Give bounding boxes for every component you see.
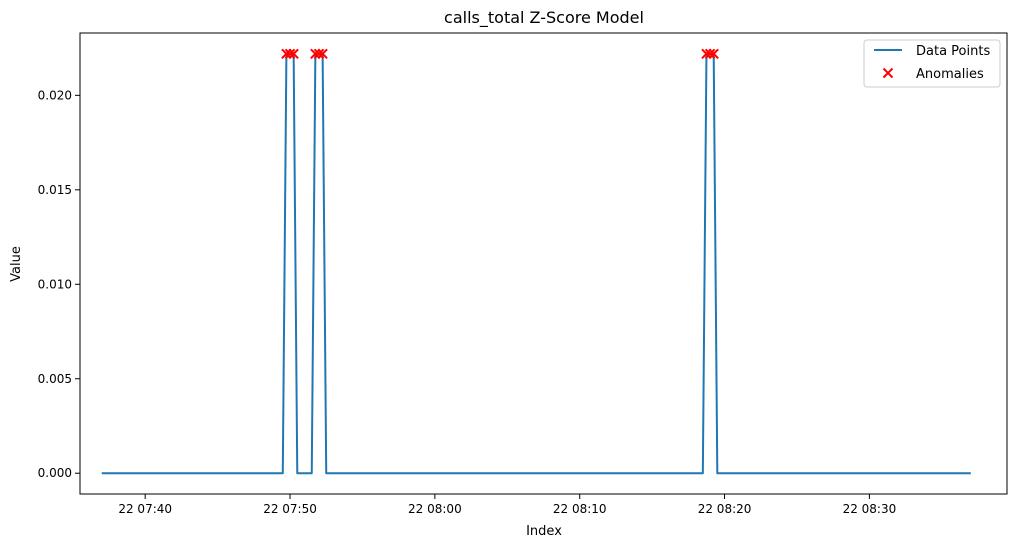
plot-area	[101, 48, 971, 475]
anomaly-marker-7	[704, 48, 716, 59]
x-tick-label-5: 22 08:30	[843, 502, 897, 516]
anomaly-stroke	[317, 48, 328, 59]
legend-label-anomalies: Anomalies	[916, 67, 984, 82]
chart-title: calls_total Z-Score Model	[444, 8, 644, 28]
legend-box	[863, 39, 1001, 88]
anomaly-marker-2	[288, 48, 299, 59]
legend: Data Points Anomalies	[863, 39, 1001, 88]
x-tick-label-0: 22 07:40	[118, 502, 172, 516]
y-tick-label-0: 0.000	[38, 466, 72, 480]
anomaly-stroke	[313, 48, 325, 59]
anomaly-marker-8	[708, 48, 719, 59]
x-tick-label-1: 22 07:50	[263, 502, 317, 516]
y-tick-label-2: 0.010	[38, 277, 72, 291]
legend-anomaly-marker	[882, 67, 894, 79]
y-tick-label-4: 0.020	[38, 88, 72, 102]
plot-frame	[79, 32, 1008, 495]
x-tick-label-2: 22 08:00	[408, 502, 462, 516]
x-tick-label-3: 22 08:10	[553, 502, 607, 516]
x-axis-label: Index	[526, 524, 562, 539]
anomaly-marker-5	[317, 48, 328, 59]
anomaly-stroke	[288, 48, 299, 59]
x-tick-label-4: 22 08:20	[698, 502, 752, 516]
y-axis-label: Value	[9, 246, 24, 282]
anomaly-marker-1	[284, 48, 296, 59]
anomaly-marker-4	[313, 48, 325, 59]
anomaly-stroke	[704, 48, 716, 59]
legend-label-data-points: Data Points	[916, 44, 990, 59]
y-tick-label-3: 0.015	[38, 183, 72, 197]
y-axis: 0.000 0.005 0.010 0.015 0.020	[38, 88, 80, 480]
y-tick-label-1: 0.005	[38, 372, 72, 386]
x-axis: 22 07:40 22 07:50 22 08:00 22 08:10 22 08:20…	[118, 494, 896, 516]
anomaly-stroke	[708, 48, 719, 59]
anomaly-stroke	[284, 48, 296, 59]
